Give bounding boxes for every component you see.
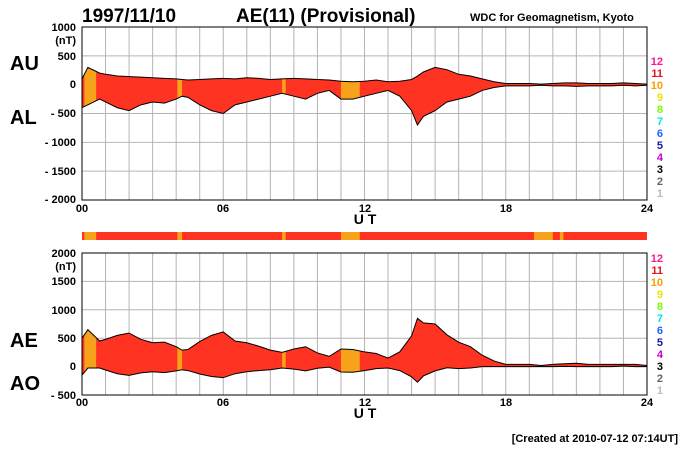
y-tick-label: - 500 (51, 390, 76, 402)
low-coverage-band (84, 67, 97, 126)
x-tick-label: 24 (641, 203, 654, 215)
bottom-ylabel: (nT) (55, 261, 76, 273)
index-title: AE(11) (Provisional) (236, 6, 416, 27)
top-ylabel: (nT) (55, 35, 76, 47)
created-timestamp: [Created at 2010-07-12 07:14UT] (512, 433, 679, 445)
bottom-frame (81, 252, 648, 396)
y-tick-label: 0 (70, 361, 76, 373)
y-tick-label: 500 (58, 333, 76, 345)
au-label: AU (10, 53, 39, 75)
legend-entry: 11 (651, 265, 663, 277)
y-tick-label: - 1000 (45, 137, 76, 149)
legend-entry: 3 (657, 361, 663, 373)
strip-low-coverage-band (177, 232, 183, 240)
x-tick-label: 06 (217, 203, 229, 215)
x-tick-label: 12 (359, 397, 371, 409)
coverage-strip-base (82, 232, 647, 240)
low-coverage-band (177, 67, 183, 126)
legend-entry: 1 (657, 188, 663, 200)
legend-entry: 7 (657, 313, 663, 325)
x-tick-label: 00 (76, 397, 88, 409)
strip-low-coverage-band (282, 232, 286, 240)
legend-entry: 1 (657, 385, 663, 397)
legend-entry: 5 (657, 337, 663, 349)
legend-entry: 12 (651, 56, 663, 68)
legend-entry: 10 (651, 277, 663, 289)
y-tick-label: 0 (70, 79, 76, 91)
bottom-grid (82, 253, 647, 395)
station-legend-top: 12 11 10 9 8 7 6 5 4 3 2 1 (651, 56, 664, 200)
au-al-panel: AU AL (nT) 1000 500 0 - 500 - 1000 - 150… (10, 22, 654, 227)
top-yticks: 1000 500 0 - 500 - 1000 - 1500 - 2000 (45, 22, 76, 206)
bottom-ao-line (81, 365, 647, 383)
y-tick-label: 1000 (52, 22, 76, 34)
y-tick-label: - 2000 (45, 194, 76, 206)
date-title: 1997/11/10 (82, 6, 176, 27)
legend-entry: 10 (651, 80, 663, 92)
legend-entry: 8 (657, 301, 663, 313)
low-coverage-band (177, 318, 183, 383)
ae-ao-panel: AE AO (nT) 2000 1500 1000 500 0 - 500 00… (10, 248, 654, 421)
organization-label: WDC for Geomagnetism, Kyoto (470, 12, 634, 24)
station-legend-bottom: 12 11 10 9 8 7 6 5 4 3 2 1 (651, 253, 664, 397)
x-tick-label: 12 (359, 203, 371, 215)
strip-low-coverage-band (559, 232, 564, 240)
top-al-line (81, 84, 648, 127)
legend-entry: 12 (651, 253, 663, 265)
legend-entry: 6 (657, 128, 663, 140)
legend-entry: 4 (657, 152, 664, 164)
top-frame (81, 26, 648, 201)
strip-low-coverage-band (340, 232, 360, 240)
y-tick-label: 2000 (52, 248, 76, 260)
y-tick-label: - 1500 (45, 166, 76, 178)
legend-entry: 7 (657, 116, 663, 128)
legend-entry: 6 (657, 325, 663, 337)
x-tick-label: 00 (76, 203, 88, 215)
legend-entry: 11 (651, 68, 663, 80)
top-au-line (81, 66, 648, 85)
al-label: AL (10, 107, 37, 129)
strip-low-coverage-band (534, 232, 553, 240)
bottom-xticks: 00 06 12 18 24 (76, 397, 654, 409)
top-xlabel: U T (354, 211, 377, 227)
low-coverage-band (84, 318, 97, 383)
legend-entry: 8 (657, 104, 663, 116)
bottom-ae-line (81, 317, 648, 366)
legend-entry: 9 (657, 289, 663, 301)
bottom-yticks: 2000 1500 1000 500 0 - 500 (51, 248, 76, 402)
legend-entry: 4 (657, 349, 664, 361)
y-tick-label: 500 (58, 51, 76, 63)
low-coverage-band (282, 318, 286, 383)
top-grid (82, 27, 647, 200)
x-tick-label: 18 (500, 203, 512, 215)
top-xticks: 00 06 12 18 24 (76, 203, 654, 215)
y-tick-label: 1000 (52, 305, 76, 317)
y-tick-label: 1500 (52, 276, 76, 288)
strip-low-coverage (84, 232, 564, 240)
x-tick-label: 06 (217, 397, 229, 409)
y-tick-label: - 500 (51, 108, 76, 120)
coverage-strip (82, 232, 647, 240)
x-tick-label: 24 (641, 397, 654, 409)
ao-label: AO (10, 373, 40, 395)
strip-low-coverage-band (84, 232, 97, 240)
legend-entry: 2 (657, 176, 663, 188)
bottom-xlabel: U T (354, 405, 377, 421)
low-coverage-band (340, 318, 360, 383)
legend-entry: 9 (657, 92, 663, 104)
ae-label: AE (10, 330, 38, 352)
x-tick-label: 18 (500, 397, 512, 409)
legend-entry: 5 (657, 140, 663, 152)
legend-entry: 2 (657, 373, 663, 385)
legend-entry: 3 (657, 164, 663, 176)
